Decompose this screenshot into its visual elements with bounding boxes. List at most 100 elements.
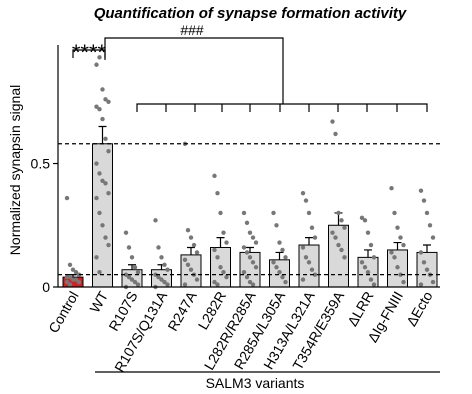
data-point bbox=[392, 210, 397, 216]
data-point bbox=[430, 279, 436, 285]
data-point bbox=[336, 242, 341, 248]
data-point bbox=[94, 255, 99, 260]
data-point bbox=[224, 274, 229, 280]
annotation: ### bbox=[180, 22, 204, 38]
error-bar bbox=[128, 264, 136, 270]
data-point bbox=[153, 272, 158, 277]
data-point bbox=[123, 272, 129, 277]
y-tick-label: 0 bbox=[42, 279, 50, 295]
data-point bbox=[306, 260, 312, 265]
data-point bbox=[159, 277, 164, 282]
data-point bbox=[421, 260, 427, 265]
data-point bbox=[300, 277, 306, 282]
data-point bbox=[277, 269, 282, 275]
data-point bbox=[73, 277, 79, 282]
data-point bbox=[389, 186, 394, 191]
data-point bbox=[277, 240, 282, 245]
data-point bbox=[221, 230, 226, 235]
data-point bbox=[135, 282, 141, 287]
data-point bbox=[368, 242, 374, 248]
error-bar bbox=[275, 251, 284, 260]
data-point bbox=[250, 260, 256, 265]
data-point bbox=[365, 230, 371, 235]
error-bar bbox=[98, 125, 107, 144]
data-point bbox=[395, 265, 400, 270]
data-point bbox=[64, 279, 70, 285]
data-point bbox=[247, 255, 253, 260]
data-point bbox=[333, 235, 338, 240]
data-point bbox=[103, 181, 108, 186]
data-point bbox=[274, 265, 279, 270]
data-point bbox=[253, 240, 259, 245]
data-point bbox=[241, 210, 247, 216]
data-point bbox=[247, 279, 253, 285]
data-point bbox=[94, 195, 99, 201]
data-point bbox=[398, 272, 403, 277]
data-point bbox=[271, 260, 276, 265]
error-bar bbox=[423, 244, 431, 253]
data-point bbox=[362, 218, 368, 223]
data-point bbox=[424, 210, 430, 216]
data-point bbox=[280, 247, 285, 253]
data-point bbox=[132, 265, 138, 270]
data-point bbox=[271, 210, 276, 216]
data-point bbox=[191, 242, 197, 248]
data-point bbox=[106, 242, 111, 248]
x-tick-label: WT bbox=[86, 288, 111, 315]
data-point bbox=[100, 87, 105, 92]
data-point bbox=[70, 267, 76, 272]
data-point bbox=[309, 267, 315, 272]
data-point bbox=[132, 279, 138, 285]
data-point bbox=[283, 279, 288, 285]
data-point bbox=[342, 225, 347, 230]
data-point bbox=[418, 250, 424, 255]
data-point bbox=[188, 267, 194, 272]
data-point bbox=[401, 279, 406, 285]
error-bar bbox=[187, 246, 195, 255]
data-point bbox=[156, 274, 161, 280]
bracket bbox=[104, 37, 428, 112]
error-bar bbox=[305, 237, 313, 246]
data-point bbox=[339, 218, 344, 223]
data-point bbox=[73, 269, 79, 275]
annotation: **** bbox=[72, 40, 107, 65]
data-point bbox=[100, 116, 105, 122]
error-bar bbox=[364, 249, 372, 258]
data-point bbox=[194, 277, 200, 282]
data-point bbox=[224, 240, 229, 245]
data-point bbox=[67, 262, 73, 267]
data-point bbox=[94, 104, 99, 109]
data-point bbox=[333, 131, 338, 137]
data-point bbox=[185, 262, 191, 267]
data-point bbox=[129, 277, 135, 282]
data-point bbox=[274, 223, 279, 228]
data-point bbox=[212, 279, 217, 285]
data-point bbox=[300, 190, 306, 196]
data-point bbox=[129, 255, 135, 260]
y-axis-label: Normalized synapsin signal bbox=[7, 85, 23, 255]
data-point bbox=[244, 274, 250, 280]
data-point bbox=[97, 210, 102, 216]
data-point bbox=[368, 277, 374, 282]
data-point bbox=[303, 255, 309, 260]
data-point bbox=[215, 255, 220, 260]
data-point bbox=[283, 255, 288, 260]
data-point bbox=[182, 257, 188, 263]
data-point bbox=[188, 235, 194, 240]
data-point bbox=[215, 282, 220, 287]
data-point bbox=[253, 265, 259, 270]
data-point bbox=[309, 225, 315, 230]
data-point bbox=[185, 228, 191, 233]
data-point bbox=[306, 210, 312, 216]
data-point bbox=[339, 247, 344, 253]
data-point bbox=[103, 136, 108, 142]
data-point bbox=[159, 255, 164, 260]
data-point bbox=[162, 279, 167, 285]
data-point bbox=[106, 99, 111, 104]
data-point bbox=[250, 282, 256, 287]
data-point bbox=[427, 223, 433, 228]
data-point bbox=[336, 210, 341, 216]
error-bar bbox=[216, 237, 225, 248]
data-point bbox=[94, 62, 99, 67]
